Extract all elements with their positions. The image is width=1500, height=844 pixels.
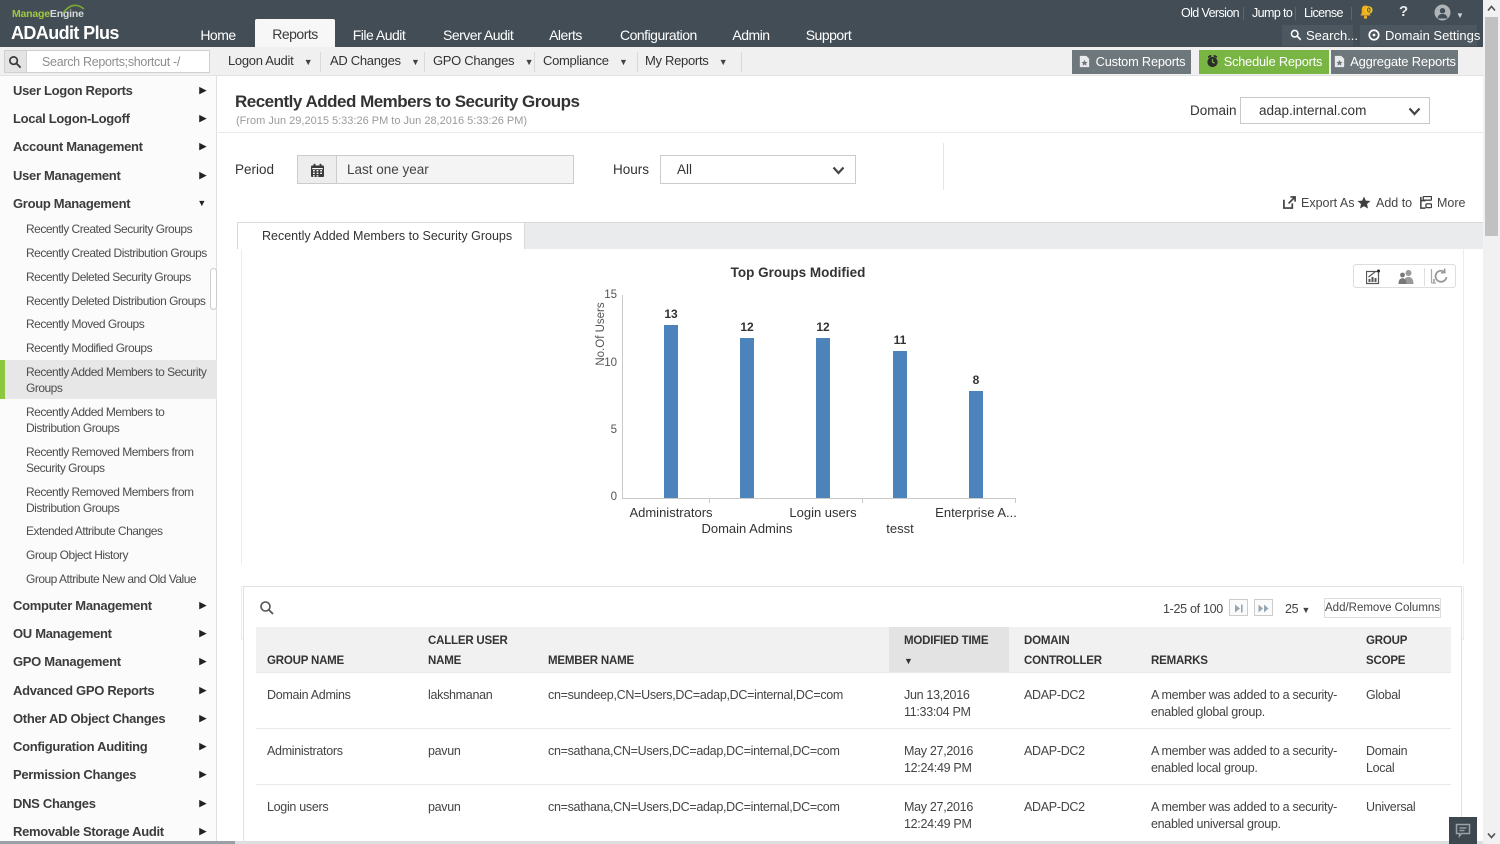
svg-text:0: 0: [1367, 8, 1371, 15]
